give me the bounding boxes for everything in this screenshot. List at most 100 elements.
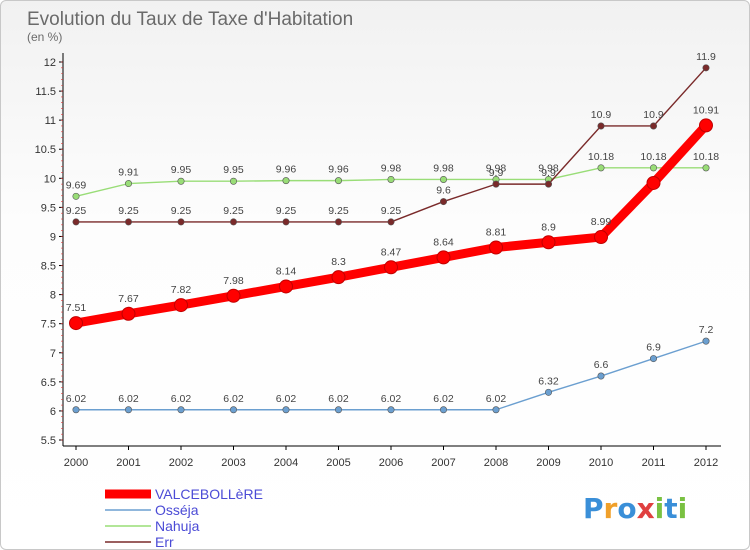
data-label: 9.91: [118, 167, 139, 179]
data-point: [125, 406, 133, 414]
logo-letter: i: [655, 492, 665, 525]
data-point: [334, 406, 342, 414]
data-point: [69, 316, 83, 331]
data-label: 8.64: [433, 236, 454, 248]
logo-letter: x: [637, 492, 655, 525]
data-label: 6.32: [538, 375, 559, 387]
data-label: 10.18: [693, 151, 719, 163]
y-tick-label: 8: [50, 290, 56, 302]
axes: 5.5 6 6.5 7 7.5 8 8.5 9 9.5 10 10.5 11 11.5 12 2000 200…: [35, 53, 721, 469]
data-point: [230, 177, 238, 185]
x-tick-label: 2004: [274, 457, 298, 469]
data-label: 9.25: [171, 205, 192, 217]
data-label: 7.51: [66, 302, 87, 314]
data-label: 8.47: [381, 246, 402, 258]
data-point: [387, 406, 395, 414]
data-point: [331, 270, 346, 285]
logo-letter: i: [678, 492, 688, 525]
data-label: 9.96: [276, 164, 297, 176]
data-point: [597, 122, 605, 130]
data-point: [699, 118, 713, 133]
data-label: 6.02: [486, 393, 507, 405]
data-point: [72, 192, 80, 200]
y-tick-label: 6.5: [41, 377, 56, 389]
y-tick-label: 11.5: [35, 86, 56, 98]
data-label: 10.9: [591, 109, 612, 121]
data-label: 7.98: [223, 275, 244, 287]
data-label: 6.02: [328, 393, 349, 405]
data-point: [121, 306, 136, 321]
data-point: [439, 198, 447, 206]
data-point: [279, 279, 293, 294]
data-point: [489, 240, 503, 255]
data-label: 8.81: [486, 227, 507, 239]
data-point: [649, 122, 657, 130]
data-point: [541, 235, 556, 250]
data-label: 9.95: [223, 164, 244, 176]
series-3: 9.25 9.25 9.25 9.25 9.25 9.25 9.25 9.6 9.9 9.9 10.…: [66, 51, 716, 226]
data-label: 10.9: [643, 109, 664, 121]
data-point: [436, 250, 451, 265]
data-point: [174, 298, 188, 313]
logo-letter: o: [617, 492, 636, 525]
series-0: 7.51 7.67 7.82 7.98 8.14 8.3 8.47 8.64 8.81 8.9 8.…: [66, 104, 719, 331]
series-line: [75, 67, 707, 223]
data-label: 8.3: [331, 256, 346, 268]
data-point: [177, 177, 185, 185]
x-tick-label: 2000: [64, 457, 88, 469]
data-point: [177, 218, 185, 226]
y-tick-label: 9: [50, 231, 56, 243]
data-label: 6.6: [594, 359, 609, 371]
data-label: 9.25: [276, 205, 297, 217]
data-point: [125, 180, 133, 188]
data-label: 6.02: [381, 393, 402, 405]
data-label: 7.67: [118, 293, 139, 305]
data-label: 10.91: [693, 104, 719, 116]
x-tick-label: 2002: [169, 457, 193, 469]
x-tick-label: 2011: [642, 457, 666, 469]
data-point: [544, 388, 552, 396]
x-tick-label: 2006: [379, 457, 403, 469]
data-point: [72, 406, 80, 414]
data-label: 7.2: [699, 324, 714, 336]
data-point: [702, 337, 710, 345]
data-label: 8.9: [541, 221, 556, 233]
data-point: [597, 164, 605, 172]
logo-letter: t: [664, 492, 677, 525]
data-label: 9.98: [538, 162, 559, 174]
series-1: 6.02 6.02 6.02 6.02 6.02 6.02 6.02 6.02 6.02 6.32…: [66, 324, 714, 414]
chart-subtitle: (en %): [27, 30, 62, 44]
y-tick-label: 5.5: [41, 435, 56, 447]
data-point: [594, 230, 608, 245]
data-point: [72, 218, 80, 226]
x-tick-label: 2003: [221, 457, 245, 469]
data-label: 9.95: [171, 164, 192, 176]
data-label: 6.02: [223, 393, 244, 405]
data-point: [492, 180, 500, 188]
data-point: [702, 64, 710, 72]
x-tick-label: 2012: [694, 457, 718, 469]
data-point: [646, 175, 661, 190]
data-point: [439, 406, 447, 414]
y-tick-label: 10: [44, 173, 56, 185]
x-tick-label: 2005: [326, 457, 350, 469]
data-point: [597, 372, 605, 380]
data-point: [544, 180, 552, 188]
data-point: [702, 164, 710, 172]
data-label: 9.25: [223, 205, 244, 217]
data-label: 9.96: [328, 164, 349, 176]
data-label: 9.98: [433, 162, 454, 174]
legend-label: Osséja: [155, 502, 199, 518]
logo-letter: r: [604, 492, 618, 525]
legend-label: VALCEBOLLèRE: [155, 486, 263, 502]
data-label: 10.18: [640, 151, 666, 163]
data-point: [230, 406, 238, 414]
data-label: 9.25: [66, 205, 87, 217]
y-tick-label: 7: [50, 348, 56, 360]
data-label: 9.9: [541, 167, 556, 179]
data-label: 9.69: [66, 179, 87, 191]
x-tick-label: 2007: [431, 457, 455, 469]
data-label: 10.18: [588, 151, 614, 163]
